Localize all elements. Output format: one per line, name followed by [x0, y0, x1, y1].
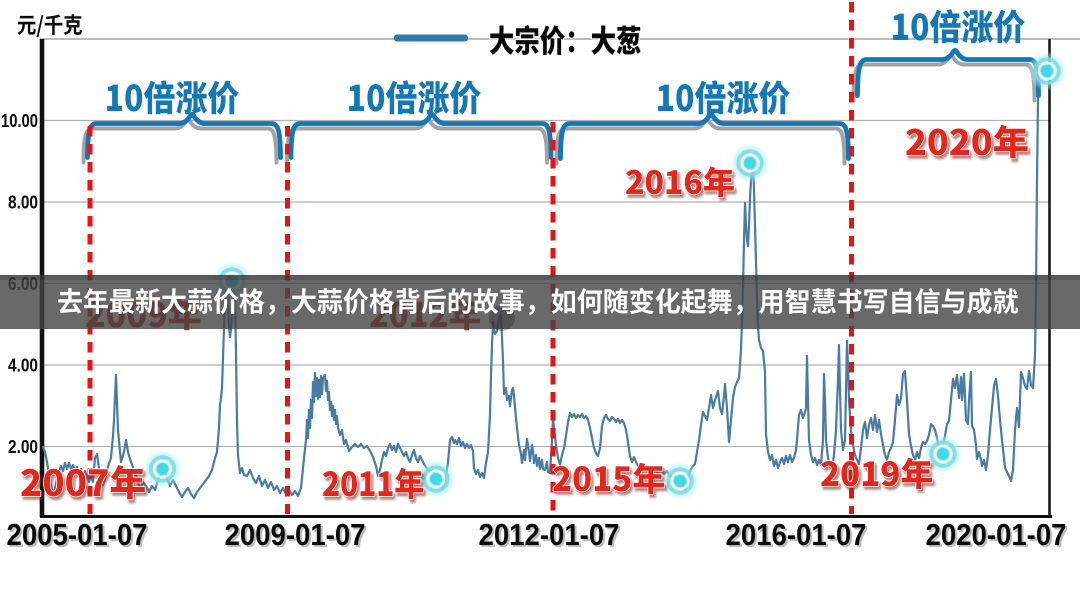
svg-text:2005-01-07: 2005-01-07: [7, 518, 148, 552]
svg-text:8.00: 8.00: [8, 192, 38, 213]
svg-text:2009-01-07: 2009-01-07: [225, 518, 366, 552]
svg-text:2005-01-07: 2005-01-07: [9, 520, 150, 554]
svg-text:2.00: 2.00: [8, 436, 38, 457]
svg-text:2020-01-07: 2020-01-07: [926, 518, 1067, 552]
svg-text:2020-01-07: 2020-01-07: [928, 520, 1069, 554]
svg-text:2016-01-07: 2016-01-07: [726, 518, 867, 552]
svg-text:10.00: 10.00: [1, 110, 38, 131]
svg-text:2009-01-07: 2009-01-07: [227, 520, 368, 554]
svg-text:4.00: 4.00: [8, 355, 38, 376]
svg-text:2016-01-07: 2016-01-07: [728, 520, 869, 554]
svg-text:2012-01-07: 2012-01-07: [481, 520, 622, 554]
svg-text:2012-01-07: 2012-01-07: [479, 518, 620, 552]
